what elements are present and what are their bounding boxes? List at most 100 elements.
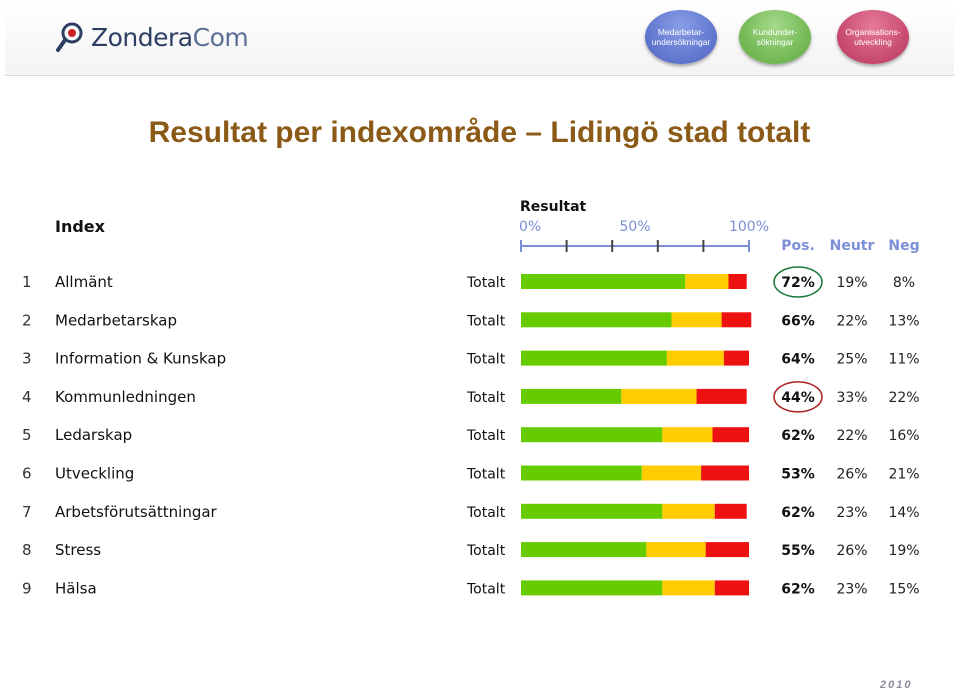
row-neg-value: 14% (888, 505, 919, 521)
row-neutr-value: 33% (836, 390, 867, 406)
axis-tick-label: 0% (519, 219, 541, 235)
row-number: 4 (22, 388, 32, 406)
row-number: 3 (22, 350, 32, 368)
nav-label-line2: undersökningar (651, 37, 711, 47)
nav-medarbetarundersokningar-button[interactable]: Medarbetar-undersökningar (645, 10, 717, 64)
bar-pos (521, 312, 672, 328)
bar-neutr (685, 274, 729, 289)
bar-pos (521, 580, 663, 596)
row-pos-value: 53% (781, 467, 815, 483)
row-index-name: Ledarskap (55, 426, 132, 444)
row-index-name: Utveckling (55, 465, 134, 483)
logo-text-main: Zondera (91, 22, 193, 52)
row-group-label: Totalt (466, 543, 506, 559)
index-header: Index (55, 217, 106, 236)
row-pos-value: 62% (781, 581, 815, 597)
highlight-circle (773, 381, 823, 413)
axis-tick-label: 100% (729, 219, 769, 235)
row-group-label: Totalt (466, 313, 506, 329)
row-neutr-value: 25% (836, 352, 867, 368)
row-group-label: Totalt (466, 467, 506, 483)
row-index-name: Information & Kunskap (55, 350, 226, 368)
axis-tick-label: 50% (619, 219, 650, 235)
row-group-label: Totalt (466, 390, 506, 406)
row-neg-value: 16% (888, 428, 919, 444)
row-neutr-value: 22% (836, 428, 867, 444)
bar-neg (714, 503, 747, 519)
row-group-label: Totalt (466, 275, 506, 291)
row-neg-value: 13% (888, 313, 919, 329)
row-number: 1 (22, 273, 32, 291)
logo[interactable]: ZonderaCom (55, 17, 249, 57)
footer-year: 2010 (880, 679, 913, 691)
bar-pos (521, 542, 647, 558)
logo-text: ZonderaCom (91, 22, 249, 52)
bar-pos (521, 465, 642, 481)
row-neutr-value: 23% (836, 505, 867, 521)
bar-pos (521, 427, 663, 443)
bar-neutr (671, 312, 722, 328)
row-pos-value: 55% (781, 543, 815, 559)
row-pos-value: 44% (781, 390, 815, 406)
bar-neutr (666, 350, 724, 366)
row-neutr-value: 26% (836, 543, 867, 559)
bar-neg (723, 350, 749, 366)
nav-label-line2: sökningar (756, 37, 794, 47)
column-header-pos: Pos. (781, 238, 815, 254)
row-neutr-value: 23% (836, 581, 867, 597)
magnifier-logo-icon (56, 22, 83, 52)
row-pos-value: 66% (781, 313, 815, 329)
page-title: Resultat per indexområde – Lidingö stad … (148, 116, 811, 149)
bar-neutr (621, 388, 697, 404)
row-neg-value: 15% (888, 581, 919, 597)
row-pos-value: 62% (781, 428, 815, 444)
row-group-label: Totalt (466, 581, 506, 597)
highlight-circle (773, 266, 823, 298)
row-neg-value: 19% (888, 543, 919, 559)
bar-neutr (646, 542, 706, 558)
row-number: 7 (22, 503, 32, 521)
bar-pos (521, 388, 622, 404)
row-pos-value: 64% (781, 352, 815, 368)
bar-neg (712, 427, 749, 443)
row-index-name: Allmänt (55, 273, 113, 291)
result-header: Resultat (520, 199, 587, 215)
column-header-neutr: Neutr (830, 238, 875, 254)
bar-neg (728, 274, 747, 289)
row-neg-value: 8% (893, 275, 915, 291)
bar-pos (521, 350, 667, 366)
bar-neutr (641, 465, 702, 481)
row-pos-value: 72% (781, 275, 815, 291)
bar-pos (521, 274, 686, 289)
row-group-label: Totalt (466, 428, 506, 444)
row-pos-value: 62% (781, 505, 815, 521)
row-number: 9 (22, 579, 32, 597)
row-neg-value: 22% (888, 390, 919, 406)
bar-neg (696, 388, 747, 404)
row-index-name: Stress (55, 541, 101, 559)
bar-neg (705, 542, 749, 558)
nav-organisationsutveckling-button[interactable]: Organisations-utveckling (837, 10, 909, 64)
row-neutr-value: 22% (836, 313, 867, 329)
row-neutr-value: 26% (836, 467, 867, 483)
row-group-label: Totalt (466, 505, 506, 521)
nav-kundundersokningar-button[interactable]: Kundunder-sökningar (739, 10, 811, 64)
header-bar: ZonderaCom Medarbetar-undersökningar Kun… (5, 0, 954, 76)
logo-text-suffix: Com (192, 22, 249, 52)
nav-label-line1: Medarbetar- (657, 27, 705, 37)
row-neg-value: 21% (888, 467, 919, 483)
row-number: 5 (22, 426, 32, 444)
row-neg-value: 11% (888, 352, 919, 368)
nav-label-line1: Kundunder- (752, 27, 798, 37)
nav-label-line1: Organisations- (845, 27, 901, 37)
bar-neg (701, 465, 749, 481)
bar-pos (521, 503, 663, 519)
bar-neg (714, 580, 749, 596)
bar-neutr (662, 503, 715, 519)
row-number: 6 (22, 465, 32, 483)
nav-label-line2: utveckling (854, 37, 892, 47)
bar-neutr (662, 427, 713, 443)
row-index-name: Arbetsförutsättningar (55, 503, 218, 521)
row-index-name: Kommunledningen (55, 388, 196, 406)
